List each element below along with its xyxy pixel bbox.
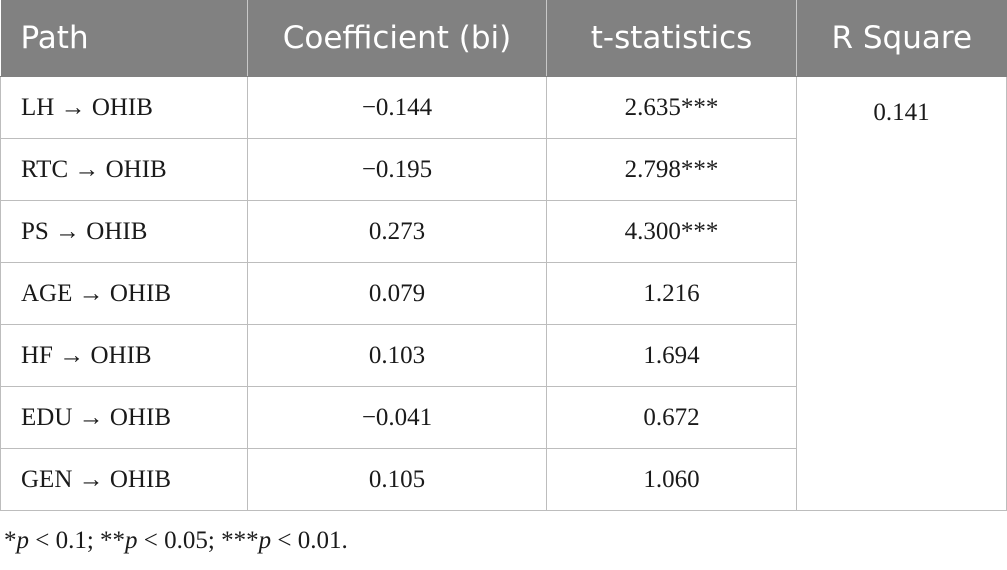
r-square-cell: 0.141	[796, 76, 1007, 511]
path-cell: RTC → OHIB	[0, 138, 248, 201]
footnote-p: p	[125, 527, 138, 554]
footnote-text: < 0.05;	[137, 527, 222, 554]
footnote-p: p	[258, 527, 272, 554]
footnote-star: ***	[221, 527, 259, 554]
table-row: EDU → OHIB −0.041 0.672	[0, 386, 1007, 449]
header-coefficient: Coefficient (bi)	[247, 0, 547, 77]
table-header: Path Coefficient (bi) t-statistics R Squ…	[0, 0, 1007, 77]
t-statistics-cell: 2.798***	[546, 138, 797, 201]
path-cell: EDU → OHIB	[0, 386, 248, 449]
t-statistics-cell: 1.216	[546, 262, 797, 325]
coefficient-cell: 0.105	[247, 448, 547, 511]
coefficient-cell: 0.079	[247, 262, 547, 325]
path-coefficients-table: Path Coefficient (bi) t-statistics R Squ…	[0, 0, 1007, 511]
path-cell: PS → OHIB	[0, 200, 248, 263]
table-row: LH → OHIB −0.144 2.635*** 0.141	[0, 76, 1007, 511]
significance-footnote: *p < 0.1; **p < 0.05; ***p < 0.01.	[4, 527, 348, 555]
t-statistics-cell: 0.672	[546, 386, 797, 449]
header-t-statistics: t-statistics	[546, 0, 797, 77]
t-statistics-cell: 1.694	[546, 324, 797, 387]
coefficient-cell: −0.041	[247, 386, 547, 449]
t-statistics-cell: 1.060	[546, 448, 797, 511]
coefficient-cell: −0.144	[247, 76, 547, 139]
path-cell: AGE → OHIB	[0, 262, 248, 325]
table-row: AGE → OHIB 0.079 1.216	[0, 262, 1007, 325]
path-cell: GEN → OHIB	[0, 448, 248, 511]
table-row: HF → OHIB 0.103 1.694	[0, 324, 1007, 387]
footnote-text: < 0.1;	[29, 527, 101, 554]
table-row: RTC → OHIB −0.195 2.798***	[0, 138, 1007, 201]
path-cell: HF → OHIB	[0, 324, 248, 387]
t-statistics-cell: 4.300***	[546, 200, 797, 263]
header-r-square: R Square	[796, 0, 1007, 77]
table-row: GEN → OHIB 0.105 1.060	[0, 448, 1007, 511]
coefficient-cell: 0.103	[247, 324, 547, 387]
header-row: Path Coefficient (bi) t-statistics R Squ…	[0, 0, 1007, 77]
footnote-text: < 0.01.	[271, 527, 348, 554]
t-statistics-cell: 2.635***	[546, 76, 797, 139]
header-path: Path	[0, 0, 248, 77]
coefficient-cell: 0.273	[247, 200, 547, 263]
path-cell: LH → OHIB	[0, 76, 248, 139]
footnote-p: p	[16, 527, 30, 554]
footnote-star: *	[4, 527, 17, 554]
footnote-star: **	[100, 527, 126, 554]
coefficient-cell: −0.195	[247, 138, 547, 201]
table-body: LH → OHIB −0.144 2.635*** 0.141 RTC → OH…	[0, 76, 1007, 511]
